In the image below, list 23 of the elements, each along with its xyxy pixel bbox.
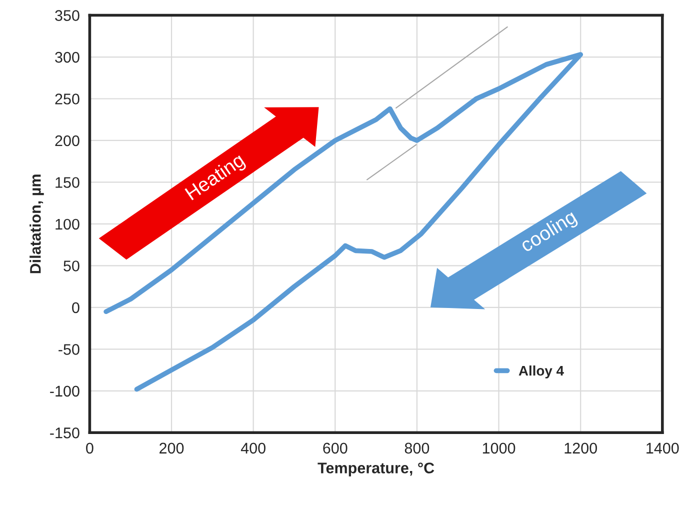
y-tick-label: 100 [56,218,80,230]
x-tick-label: 1400 [646,442,679,454]
y-tick-label: 200 [55,135,80,146]
y-tick-label: -50 [58,344,80,355]
y-tick-label: -100 [50,386,80,397]
y-tick-label: -150 [50,428,80,438]
y-tick-label: 0 [72,302,80,314]
x-tick-label: 800 [404,442,430,454]
x-tick-label: 600 [323,442,348,454]
y-tick-label: 250 [55,94,80,104]
legend-label: Alloy 4 [518,365,564,378]
y-tick-label: 350 [55,10,80,21]
x-tick-label: 400 [240,442,266,454]
x-tick-label: 1000 [482,442,516,454]
x-tick-label: 200 [160,442,184,454]
y-tick-label: 50 [64,260,80,272]
x-tick-label: 1200 [564,442,597,454]
y-tick-label: 300 [55,52,80,63]
x-axis-title: Temperature, °C [318,462,434,476]
x-tick-label: 0 [86,442,94,454]
line-series [104,52,584,392]
y-axis-title: Dilatation, µm [30,174,44,274]
y-tick-label: 150 [56,177,80,188]
